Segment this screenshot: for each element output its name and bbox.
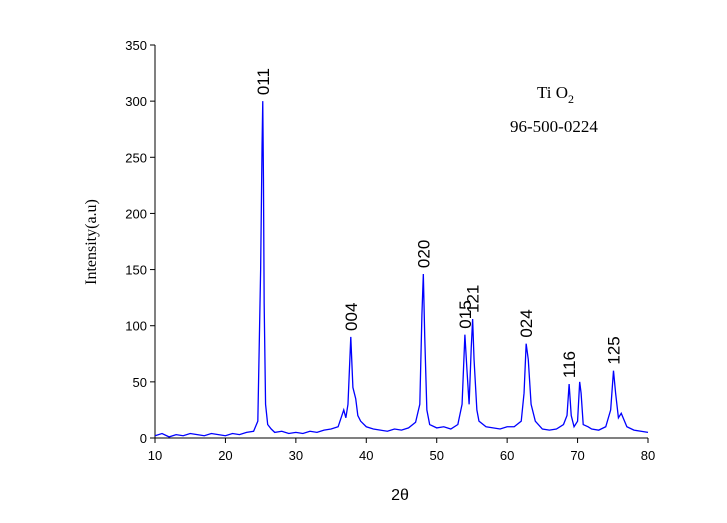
x-tick-label: 50 (429, 448, 443, 463)
y-tick-label: 150 (125, 263, 147, 278)
y-tick-label: 350 (125, 38, 147, 53)
y-axis-label: Intensity(a.u) (83, 199, 100, 285)
peak-label: 004 (342, 303, 361, 331)
y-tick-label: 300 (125, 94, 147, 109)
card-number: 96-500-0224 (510, 117, 598, 136)
x-tick-label: 30 (289, 448, 303, 463)
peak-label: 020 (414, 240, 433, 268)
y-tick-label: 50 (133, 375, 147, 390)
y-tick-label: 200 (125, 206, 147, 221)
peak-label: 116 (560, 351, 579, 378)
peak-label: 024 (517, 309, 536, 337)
peak-label: 121 (464, 285, 483, 313)
x-tick-label: 20 (218, 448, 232, 463)
y-tick-label: 100 (125, 319, 147, 334)
x-tick-label: 10 (148, 448, 162, 463)
peak-label: 011 (254, 68, 273, 95)
formula: Ti O2 (537, 83, 574, 106)
x-tick-label: 70 (570, 448, 584, 463)
y-tick-label: 0 (140, 431, 147, 446)
x-tick-label: 40 (359, 448, 373, 463)
data-line (154, 101, 649, 438)
formula-subscript: 2 (568, 92, 574, 106)
x-tick-label: 60 (500, 448, 514, 463)
formula-text: Ti O (537, 83, 568, 102)
peak-label: 125 (604, 336, 623, 364)
x-tick-label: 80 (641, 448, 655, 463)
y-tick-label: 250 (125, 150, 147, 165)
x-axis-label: 2θ (391, 487, 409, 504)
peak-label: 015 (456, 300, 475, 328)
